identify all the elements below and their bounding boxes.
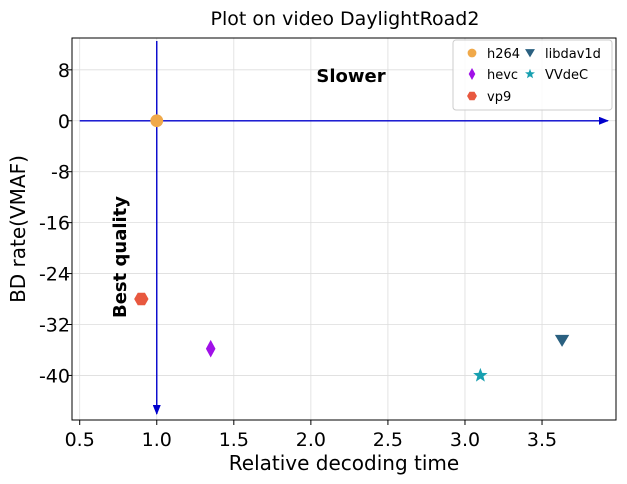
point-h264: [150, 114, 164, 128]
legend-marker-vp9: [467, 91, 477, 101]
x-tick-label: 0.5: [65, 429, 95, 451]
x-tick-label: 2.0: [296, 429, 326, 451]
axis-ticks: 0.5 1.0 1.5 2.0 2.5 3.0 3.5 8 0 -8 -16 -24 -32 -40: [39, 60, 557, 451]
x-tick-label: 3.5: [527, 429, 557, 451]
x-tick-label: 1.0: [142, 429, 172, 451]
reference-arrows: [79, 41, 609, 415]
legend-marker-libdav1d: [525, 49, 535, 58]
x-tick-label: 2.5: [373, 429, 403, 451]
x-tick-label: 1.5: [219, 429, 249, 451]
annotation-best-quality: Best quality: [110, 196, 131, 318]
legend-marker-vvdec: [525, 68, 535, 79]
legend: h264 hevc vp9 libdav1d VVdeC: [452, 39, 613, 111]
point-vp9: [134, 292, 149, 306]
legend-marker-hevc: [468, 67, 476, 81]
plot-frame: [71, 37, 617, 421]
data-points: [134, 114, 570, 382]
y-tick-label: 8: [58, 60, 70, 82]
legend-label-libdav1d: libdav1d: [545, 47, 601, 62]
legend-label-h264: h264: [487, 47, 520, 62]
y-tick-label: -8: [51, 162, 70, 184]
annotation-slower: Slower: [316, 66, 385, 87]
legend-label-hevc: hevc: [487, 68, 518, 83]
chart-title: Plot on video DaylightRoad2: [211, 8, 480, 30]
legend-box: [452, 39, 613, 111]
legend-label-vp9: vp9: [487, 90, 511, 105]
y-tick-label: 0: [58, 111, 70, 133]
x-tick-label: 3.0: [450, 429, 480, 451]
y-axis-label: BD rate(VMAF): [6, 155, 30, 303]
y-tick-label: -16: [39, 213, 70, 235]
y-tick-label: -24: [39, 264, 70, 286]
point-libdav1d: [554, 334, 570, 347]
legend-label-vvdec: VVdeC: [545, 68, 588, 83]
y-tick-label: -32: [39, 315, 70, 337]
legend-marker-h264: [467, 48, 477, 58]
point-vvdec: [473, 367, 488, 382]
y-tick-label: -40: [39, 365, 70, 387]
x-axis-label: Relative decoding time: [229, 451, 459, 475]
point-hevc: [205, 339, 216, 358]
